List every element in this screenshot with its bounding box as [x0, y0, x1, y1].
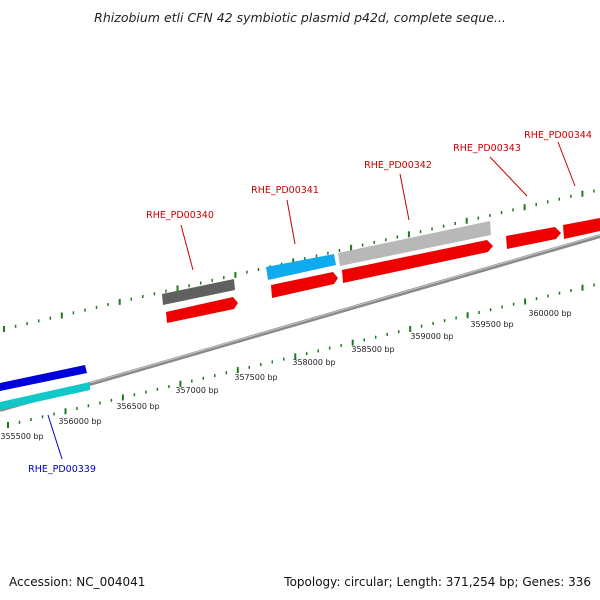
cds-feature[interactable]: [271, 272, 338, 298]
leader-line: [286, 199, 296, 245]
scale-label: 358000 bp: [292, 358, 335, 367]
leader-line: [180, 224, 194, 271]
scale-label: 358500 bp: [351, 345, 394, 354]
leader-line: [557, 141, 576, 187]
map-title: Rhizobium etli CFN 42 symbiotic plasmid …: [94, 10, 506, 25]
gene-label[interactable]: RHE_PD00341: [251, 185, 319, 196]
scale-label: 359500 bp: [470, 320, 513, 329]
leader-line: [489, 156, 528, 197]
backbone-highlight: [0, 234, 600, 410]
cds-feature[interactable]: [506, 227, 561, 249]
scale-label: 357000 bp: [175, 386, 218, 395]
scale-label: 355500 bp: [0, 432, 43, 441]
scale-label: 357500 bp: [234, 373, 277, 382]
gene-feature[interactable]: [266, 254, 336, 280]
scale-label: 356500 bp: [116, 402, 159, 411]
topology-summary: Topology: circular; Length: 371,254 bp; …: [284, 575, 591, 589]
accession-text: Accession: NC_004041: [9, 575, 146, 589]
tick-row-lower: [7, 283, 595, 428]
leader-line: [47, 414, 63, 460]
gene-feature[interactable]: [338, 221, 491, 266]
tick-row-upper: [3, 189, 595, 332]
cds-feature[interactable]: [342, 240, 493, 283]
gene-label[interactable]: RHE_PD00339: [28, 464, 96, 475]
gene-label[interactable]: RHE_PD00344: [524, 130, 592, 141]
gene-label[interactable]: RHE_PD00342: [364, 160, 432, 171]
gene-leader-lines: [47, 141, 576, 460]
cds-feature[interactable]: [0, 382, 90, 410]
leader-line: [399, 173, 410, 221]
scale-label: 356000 bp: [58, 417, 101, 426]
backbone-line: [0, 234, 600, 412]
gene-label[interactable]: RHE_PD00340: [146, 210, 214, 221]
gene-feature[interactable]: [0, 365, 87, 391]
gene-label[interactable]: RHE_PD00343: [453, 143, 521, 154]
gene-feature[interactable]: [162, 279, 235, 305]
cds-feature[interactable]: [563, 218, 600, 239]
scale-label: 360000 bp: [528, 309, 571, 318]
cds-feature[interactable]: [166, 297, 238, 323]
feature-track: [0, 218, 600, 410]
scale-label: 359000 bp: [410, 332, 453, 341]
